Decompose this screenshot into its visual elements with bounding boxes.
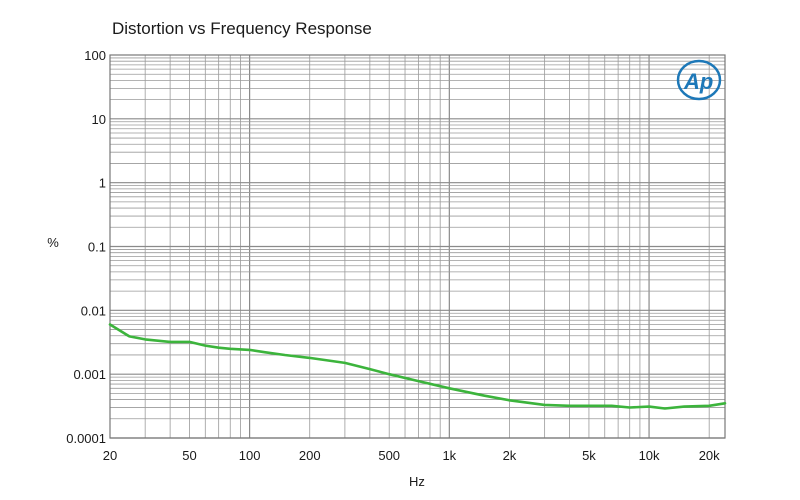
x-tick-label: 10k — [639, 448, 660, 463]
logo-ring-icon — [676, 59, 722, 101]
series-layer — [108, 323, 727, 410]
x-tick-label: 200 — [299, 448, 321, 463]
series-line — [108, 323, 727, 410]
y-tick-label: 10 — [92, 112, 106, 127]
grid — [109, 55, 725, 439]
chart-title: Distortion vs Frequency Response — [112, 19, 372, 38]
x-tick-label: 500 — [378, 448, 400, 463]
x-tick-label: 2k — [503, 448, 517, 463]
y-axis-label: % — [47, 235, 59, 250]
y-tick-label: 0.01 — [81, 303, 106, 318]
plot-frame — [109, 54, 726, 439]
y-tick-label: 1 — [99, 176, 106, 191]
x-axis-label: Hz — [409, 474, 425, 489]
x-tick-label: 100 — [239, 448, 261, 463]
x-tick-label: 5k — [582, 448, 596, 463]
y-tick-label: 100 — [84, 48, 106, 63]
y-tick-label: 0.001 — [73, 367, 106, 382]
x-tick-label: 20 — [103, 448, 117, 463]
logo-text: Ap — [683, 69, 713, 94]
x-tick-labels: 20 50 100 200 500 1k 2k 5k 10k 20k — [103, 448, 720, 463]
x-tick-label: 1k — [442, 448, 456, 463]
ap-logo: Ap — [676, 59, 722, 101]
y-tick-labels: 100 10 1 0.1 0.01 0.001 0.0001 — [66, 48, 106, 446]
x-tick-label: 50 — [182, 448, 196, 463]
y-tick-label: 0.1 — [88, 240, 106, 255]
x-tick-label: 20k — [699, 448, 720, 463]
y-tick-label: 0.0001 — [66, 431, 106, 446]
